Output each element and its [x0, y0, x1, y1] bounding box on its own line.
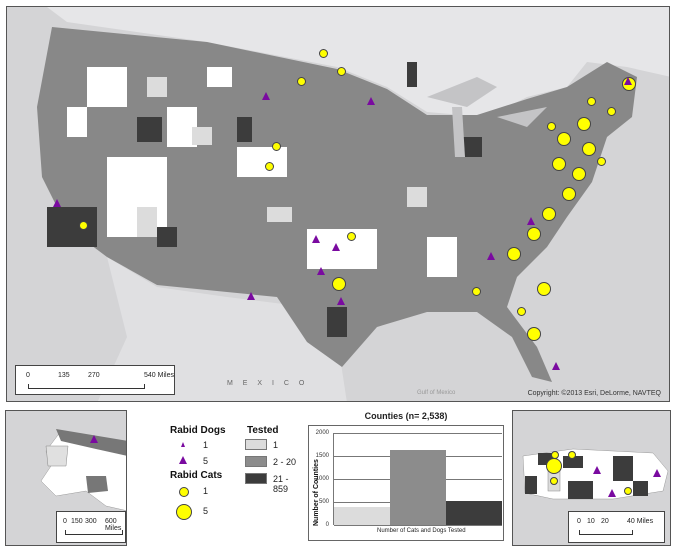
rabid-cat-marker[interactable] [597, 157, 606, 166]
rabid-cat-marker[interactable] [527, 327, 541, 341]
rabid-cat-marker[interactable] [582, 142, 596, 156]
rabid-dog-marker[interactable] [312, 235, 320, 243]
rabid-cat-marker[interactable] [265, 162, 274, 171]
mexico-label: M E X I C O [227, 380, 309, 387]
rabid-dog-marker[interactable] [593, 466, 601, 474]
bar-1 [334, 507, 390, 525]
rabid-cat-marker[interactable] [542, 207, 556, 221]
x-axis-title: Number of Cats and Dogs Tested [377, 528, 466, 534]
cat-small-icon [179, 487, 189, 497]
rabid-dog-marker[interactable] [262, 92, 270, 100]
legend-tested-title: Tested [247, 425, 279, 436]
rabid-cat-marker[interactable] [272, 142, 281, 151]
rabid-dog-marker[interactable] [552, 362, 560, 370]
alaska-inset-map[interactable]: 0 150 300 600 Miles [5, 410, 127, 546]
rabid-dog-marker[interactable] [624, 77, 632, 85]
map-legend: Rabid Dogs 1 5 Rabid Cats 1 5 Tested 1 2… [165, 420, 305, 540]
chart-axes [333, 433, 502, 526]
rabid-cat-marker[interactable] [547, 122, 556, 131]
chart-title: Counties (n= 2,538) [364, 411, 448, 421]
rabid-cat-marker[interactable] [527, 227, 541, 241]
rabid-dog-marker[interactable] [53, 199, 61, 207]
rabid-dog-marker[interactable] [608, 489, 616, 497]
rabid-cat-marker[interactable] [507, 247, 521, 261]
alaska-shape [40, 429, 126, 511]
rabid-cat-marker[interactable] [624, 487, 632, 495]
rabid-cat-marker[interactable] [79, 221, 88, 230]
rabid-cat-marker[interactable] [587, 97, 596, 106]
rabid-cat-marker[interactable] [297, 77, 306, 86]
main-us-map[interactable]: M E X I C O Gulf of Mexico Copyright: ©2… [6, 6, 670, 402]
rabid-cat-marker[interactable] [551, 451, 559, 459]
puerto-rico-inset-map[interactable]: 0 10 20 40 Miles [512, 410, 671, 546]
rabid-cat-marker[interactable] [337, 67, 346, 76]
rabid-dog-marker[interactable] [332, 243, 340, 251]
us-county-choropleth [7, 7, 669, 401]
rabid-cat-marker[interactable] [577, 117, 591, 131]
cat-large-icon [176, 504, 192, 520]
rabid-dog-marker[interactable] [367, 97, 375, 105]
rabid-cat-marker[interactable] [568, 451, 576, 459]
rabid-dog-marker[interactable] [653, 469, 661, 477]
chart-plot-area: 2000 1500 1000 500 0 Number of Counties … [308, 425, 504, 541]
counties-bar-chart: Counties (n= 2,538) 2000 1500 1000 500 0… [306, 405, 506, 545]
rabid-cat-marker[interactable] [552, 157, 566, 171]
legend-dogs-title: Rabid Dogs [170, 425, 226, 436]
rabid-dog-marker[interactable] [317, 267, 325, 275]
bar-21-859 [446, 501, 502, 525]
rabid-dog-marker[interactable] [487, 252, 495, 260]
rabid-cat-marker[interactable] [537, 282, 551, 296]
copyright-text: Copyright: ©2013 Esri, DeLorme, NAVTEQ [527, 390, 661, 397]
rabid-cat-marker[interactable] [562, 187, 576, 201]
rabid-dog-marker[interactable] [90, 435, 98, 443]
tested-swatch-1 [245, 439, 267, 450]
rabid-dog-marker[interactable] [337, 297, 345, 305]
bar-2-20 [390, 450, 446, 525]
rabid-dog-marker[interactable] [247, 292, 255, 300]
rabid-dog-marker[interactable] [527, 217, 535, 225]
rabid-cat-marker[interactable] [572, 167, 586, 181]
rabid-cat-marker[interactable] [546, 458, 562, 474]
rabid-cat-marker[interactable] [332, 277, 346, 291]
rabid-cat-marker[interactable] [517, 307, 526, 316]
rabid-cat-marker[interactable] [557, 132, 571, 146]
scale-bar: 0 135 270 540 Miles [15, 365, 175, 395]
rabid-cat-marker[interactable] [319, 49, 328, 58]
puerto-rico-scale-bar: 0 10 20 40 Miles [568, 511, 665, 543]
dog-small-icon [181, 442, 185, 447]
alaska-scale-bar: 0 150 300 600 Miles [56, 511, 126, 543]
legend-cats-title: Rabid Cats [170, 470, 223, 481]
tested-swatch-21-859 [245, 473, 267, 484]
tested-swatch-2-20 [245, 456, 267, 467]
y-axis-title: Number of Counties [313, 459, 320, 526]
rabid-cat-marker[interactable] [550, 477, 558, 485]
scale-bar-line [28, 384, 145, 389]
rabid-cat-marker[interactable] [347, 232, 356, 241]
rabid-cat-marker[interactable] [472, 287, 481, 296]
dog-large-icon [179, 456, 187, 464]
gulf-of-mexico-label: Gulf of Mexico [417, 390, 456, 396]
rabid-cat-marker[interactable] [607, 107, 616, 116]
